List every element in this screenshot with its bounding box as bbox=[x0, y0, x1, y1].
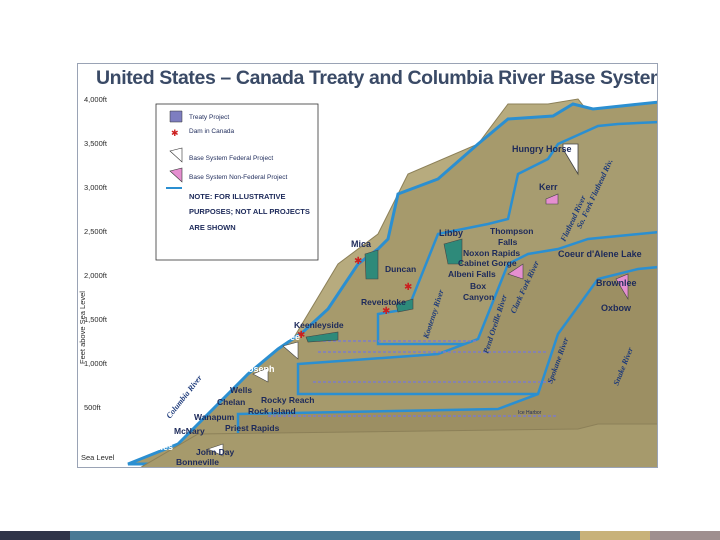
label-bonneville: Bonneville bbox=[176, 457, 219, 467]
canada-leaf-mica: ✱ bbox=[354, 256, 362, 267]
label-wells: Wells bbox=[230, 385, 252, 395]
y-axis-label: Feet above Sea Level bbox=[78, 291, 87, 364]
label-box: Box bbox=[470, 281, 486, 291]
label-small-project: Ice Harbor bbox=[518, 410, 542, 416]
ytick-2000: 2,000ft bbox=[84, 271, 108, 280]
label-oxbow: Oxbow bbox=[601, 303, 632, 313]
label-revelstoke: Revelstoke bbox=[361, 297, 406, 307]
label-cabinet: Cabinet Gorge bbox=[458, 258, 517, 268]
label-libby: Libby bbox=[439, 228, 463, 238]
canada-leaf-revelstoke: ✱ bbox=[382, 306, 390, 317]
label-priest-rapids: Priest Rapids bbox=[225, 423, 280, 433]
river-profile-diagram: ✱ ✱ ✱ ✱ Feet above Sea Level 4,000ft 3,5… bbox=[78, 64, 657, 467]
diagram-figure: ✱ ✱ ✱ ✱ Feet above Sea Level 4,000ft 3,5… bbox=[77, 63, 658, 468]
label-rocky-reach: Rocky Reach bbox=[261, 395, 314, 405]
label-mcnary: McNary bbox=[174, 426, 205, 436]
legend-treaty-icon bbox=[169, 110, 183, 123]
label-wanapum: Wanapum bbox=[194, 412, 235, 422]
canada-leaf-duncan: ✱ bbox=[404, 282, 412, 293]
label-thompson: Thompson bbox=[490, 226, 533, 236]
revelstoke-dam bbox=[395, 298, 414, 313]
brownlee-dam bbox=[615, 273, 629, 301]
legend-federal-icon bbox=[169, 147, 183, 163]
legend-federal-label: Base System Federal Project bbox=[189, 155, 273, 162]
terrain-foreground bbox=[140, 423, 657, 467]
footer-segment-3 bbox=[580, 531, 650, 540]
legend-canada-label: Dam in Canada bbox=[189, 128, 235, 135]
legend-canada-icon: ✱ bbox=[171, 128, 179, 138]
legend-treaty-label: Treaty Project bbox=[189, 114, 229, 121]
canada-leaf-keenleyside: ✱ bbox=[297, 330, 305, 341]
ytick-sea-level: Sea Level bbox=[81, 453, 115, 462]
ytick-1000: 1,000ft bbox=[84, 359, 108, 368]
diagram-title: United States – Canada Treaty and Columb… bbox=[96, 67, 657, 89]
label-grand-coulee: Grand Coulee bbox=[241, 332, 300, 342]
hungry-horse-dam bbox=[562, 143, 579, 176]
mica-dam bbox=[364, 249, 379, 280]
label-rock-island: Rock Island bbox=[248, 406, 296, 416]
label-hungry-horse: Hungry Horse bbox=[512, 144, 572, 154]
legend-nonfederal-icon bbox=[169, 167, 183, 183]
label-keenleyside: Keenleyside bbox=[294, 320, 344, 330]
label-john-day: John Day bbox=[196, 447, 235, 457]
ytick-2500: 2,500ft bbox=[84, 227, 108, 236]
label-kerr: Kerr bbox=[539, 182, 558, 192]
label-the-dalles: The Dalles bbox=[128, 442, 173, 452]
legend-box bbox=[155, 103, 319, 261]
ytick-3500: 3,500ft bbox=[84, 139, 108, 148]
footer-segment-4 bbox=[650, 531, 720, 540]
footer-color-bar bbox=[0, 531, 720, 540]
legend-note-line3: ARE SHOWN bbox=[189, 223, 236, 232]
ytick-500: 500ft bbox=[84, 403, 102, 412]
label-noxon: Noxon Rapids bbox=[463, 248, 520, 258]
label-box-canyon: Canyon bbox=[463, 292, 494, 302]
label-brownlee: Brownlee bbox=[596, 278, 637, 288]
ytick-3000: 3,000ft bbox=[84, 183, 108, 192]
legend-note-line2: PURPOSES; NOT ALL PROJECTS bbox=[189, 207, 310, 216]
label-chelan: Chelan bbox=[217, 397, 245, 407]
thompson-dam bbox=[507, 263, 524, 280]
kerr-dam bbox=[545, 193, 559, 205]
ytick-4000: 4,000ft bbox=[84, 95, 108, 104]
legend-nonfederal-label: Base System Non-Federal Project bbox=[189, 174, 287, 181]
libby-dam bbox=[443, 238, 463, 265]
label-coeur-dalene: Coeur d'Alene Lake bbox=[558, 249, 642, 259]
legend-note-line1: NOTE: FOR ILLUSTRATIVE bbox=[189, 192, 286, 201]
bonneville-dam bbox=[207, 443, 224, 457]
grand-coulee-dam bbox=[282, 341, 299, 360]
label-mica: Mica bbox=[351, 239, 372, 249]
keenleyside-dam bbox=[305, 331, 339, 343]
chief-joseph-dam bbox=[252, 367, 269, 383]
title-strip bbox=[78, 64, 657, 92]
legend: Treaty Project ✱ Dam in Canada Base Syst… bbox=[155, 103, 319, 261]
label-duncan: Duncan bbox=[385, 264, 416, 274]
label-chief-joseph: Chief Joseph bbox=[218, 364, 275, 374]
label-thompson-falls: Falls bbox=[498, 237, 518, 247]
ytick-1500: 1,500ft bbox=[84, 315, 108, 324]
label-albeni: Albeni Falls bbox=[448, 269, 496, 279]
footer-segment-1 bbox=[0, 531, 70, 540]
footer-segment-2 bbox=[70, 531, 580, 540]
